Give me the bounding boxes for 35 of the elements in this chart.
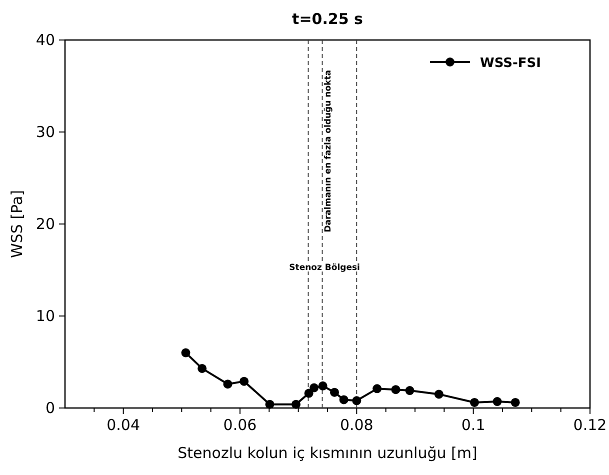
x-tick-label: 0.06 — [223, 416, 257, 434]
point — [434, 390, 444, 399]
y-tick-label: 30 — [36, 123, 55, 141]
x-axis-title: Stenozlu kolun iç kısmının uzunluğu [m] — [178, 444, 478, 462]
legend-label: WSS-FSI — [480, 56, 541, 71]
point — [181, 348, 190, 358]
point — [470, 398, 479, 407]
point — [391, 385, 400, 394]
y-tick-label: 0 — [45, 399, 55, 417]
point — [318, 381, 328, 390]
point — [330, 388, 339, 397]
y-tick-label: 20 — [36, 215, 55, 233]
chart-title: t=0.25 s — [292, 10, 364, 28]
point — [405, 386, 414, 396]
x-tick-label: 0.12 — [573, 416, 607, 434]
point — [292, 400, 300, 409]
point — [223, 380, 232, 389]
point — [240, 376, 249, 386]
point — [352, 396, 362, 406]
x-tick-label: 0.08 — [340, 416, 374, 434]
annotation: Stenoz Bölgesi — [289, 263, 360, 273]
point — [198, 364, 207, 373]
y-tick-label: 10 — [36, 307, 55, 325]
point — [492, 397, 502, 406]
x-tick-label: 0.04 — [106, 416, 140, 434]
point — [510, 398, 520, 407]
y-axis-title: WSS [Pa] — [8, 190, 26, 258]
point — [304, 388, 314, 398]
y-tick-label: 40 — [36, 31, 55, 49]
point — [310, 383, 319, 392]
ref-line-label: Daralmanın en fazla olduğu nokta — [323, 70, 334, 232]
point — [339, 395, 348, 404]
x-tick-label: 0.1 — [461, 416, 486, 434]
point — [372, 384, 382, 394]
point — [265, 400, 274, 409]
